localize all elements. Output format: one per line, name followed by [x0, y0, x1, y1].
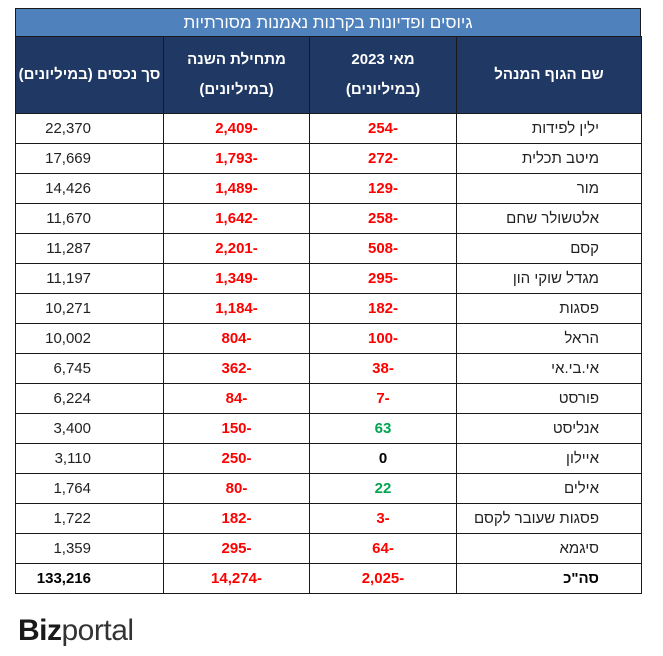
manager-cell: פסגות: [456, 293, 642, 324]
manager-cell: פסגות שעובר לקסם: [456, 503, 642, 534]
may-cell: -100: [309, 323, 457, 354]
ytd-cell: -84: [163, 383, 310, 414]
total-label: סה"כ: [456, 563, 642, 594]
header-assets: סך נכסים (במיליונים): [15, 36, 164, 114]
may-cell: -38: [309, 353, 457, 384]
may-cell: -508: [309, 233, 457, 264]
assets-cell: 17,669: [15, 143, 164, 174]
may-cell: 0: [309, 443, 457, 474]
assets-cell: 11,670: [15, 203, 164, 234]
manager-cell: אנליסט: [456, 413, 642, 444]
manager-cell: קסם: [456, 233, 642, 264]
may-cell: -3: [309, 503, 457, 534]
header-row: שם הגוף המנהל מאי 2023 (במיליונים) מתחיל…: [15, 36, 642, 114]
ytd-cell: -1,184: [163, 293, 310, 324]
may-cell: 22: [309, 473, 457, 504]
may-cell: -182: [309, 293, 457, 324]
total-assets: 133,216: [15, 563, 164, 594]
assets-cell: 11,287: [15, 233, 164, 264]
table-container: גיוסים ופדיונות בקרנות נאמנות מסורתיות ש…: [15, 8, 642, 594]
assets-cell: 3,110: [15, 443, 164, 474]
table-row: אילים 22 -80 1,764: [15, 473, 642, 504]
assets-cell: 1,764: [15, 473, 164, 504]
table-row: פורסט -7 -84 6,224: [15, 383, 642, 414]
may-cell: -258: [309, 203, 457, 234]
table-row: מגדל שוקי הון -295 -1,349 11,197: [15, 263, 642, 294]
assets-cell: 14,426: [15, 173, 164, 204]
funds-flow-table: שם הגוף המנהל מאי 2023 (במיליונים) מתחיל…: [15, 36, 642, 594]
header-manager: שם הגוף המנהל: [456, 36, 642, 114]
table-row: מור -129 -1,489 14,426: [15, 173, 642, 204]
ytd-cell: -1,793: [163, 143, 310, 174]
may-cell: -64: [309, 533, 457, 564]
ytd-cell: -1,642: [163, 203, 310, 234]
may-cell: -7: [309, 383, 457, 414]
ytd-cell: -2,409: [163, 113, 310, 144]
assets-cell: 6,224: [15, 383, 164, 414]
table-body: ילין לפידות -254 -2,409 22,370 מיטב תכלית -27…: [15, 113, 642, 594]
header-may: מאי 2023 (במיליונים): [309, 36, 457, 114]
ytd-cell: -2,201: [163, 233, 310, 264]
may-cell: 63: [309, 413, 457, 444]
manager-cell: אלטשולר שחם: [456, 203, 642, 234]
manager-cell: סיגמא: [456, 533, 642, 564]
ytd-cell: -150: [163, 413, 310, 444]
ytd-cell: -1,489: [163, 173, 310, 204]
ytd-cell: -295: [163, 533, 310, 564]
total-ytd: -14,274: [163, 563, 310, 594]
manager-cell: אי.בי.אי: [456, 353, 642, 384]
assets-cell: 22,370: [15, 113, 164, 144]
may-cell: -129: [309, 173, 457, 204]
assets-cell: 11,197: [15, 263, 164, 294]
table-row: פסגות שעובר לקסם -3 -182 1,722: [15, 503, 642, 534]
table-row: אלטשולר שחם -258 -1,642 11,670: [15, 203, 642, 234]
header-ytd: מתחילת השנה (במיליונים): [163, 36, 310, 114]
bizportal-logo: Bizportal: [18, 614, 134, 647]
assets-cell: 1,359: [15, 533, 164, 564]
table-title: גיוסים ופדיונות בקרנות נאמנות מסורתיות: [15, 8, 641, 36]
ytd-cell: -80: [163, 473, 310, 504]
may-cell: -295: [309, 263, 457, 294]
table-row: פסגות -182 -1,184 10,271: [15, 293, 642, 324]
total-may: -2,025: [309, 563, 457, 594]
assets-cell: 10,002: [15, 323, 164, 354]
manager-cell: הראל: [456, 323, 642, 354]
ytd-cell: -362: [163, 353, 310, 384]
ytd-cell: -804: [163, 323, 310, 354]
table-row: איילון 0 -250 3,110: [15, 443, 642, 474]
may-cell: -254: [309, 113, 457, 144]
assets-cell: 6,745: [15, 353, 164, 384]
table-row: קסם -508 -2,201 11,287: [15, 233, 642, 264]
table-row: הראל -100 -804 10,002: [15, 323, 642, 354]
table-row: ילין לפידות -254 -2,409 22,370: [15, 113, 642, 144]
may-cell: -272: [309, 143, 457, 174]
assets-cell: 1,722: [15, 503, 164, 534]
table-row: אי.בי.אי -38 -362 6,745: [15, 353, 642, 384]
manager-cell: פורסט: [456, 383, 642, 414]
total-row: סה"כ -2,025 -14,274 133,216: [15, 563, 642, 594]
manager-cell: מיטב תכלית: [456, 143, 642, 174]
ytd-cell: -182: [163, 503, 310, 534]
ytd-cell: -250: [163, 443, 310, 474]
table-row: אנליסט 63 -150 3,400: [15, 413, 642, 444]
manager-cell: מור: [456, 173, 642, 204]
assets-cell: 10,271: [15, 293, 164, 324]
table-row: מיטב תכלית -272 -1,793 17,669: [15, 143, 642, 174]
manager-cell: אילים: [456, 473, 642, 504]
manager-cell: איילון: [456, 443, 642, 474]
assets-cell: 3,400: [15, 413, 164, 444]
table-row: סיגמא -64 -295 1,359: [15, 533, 642, 564]
manager-cell: ילין לפידות: [456, 113, 642, 144]
ytd-cell: -1,349: [163, 263, 310, 294]
manager-cell: מגדל שוקי הון: [456, 263, 642, 294]
